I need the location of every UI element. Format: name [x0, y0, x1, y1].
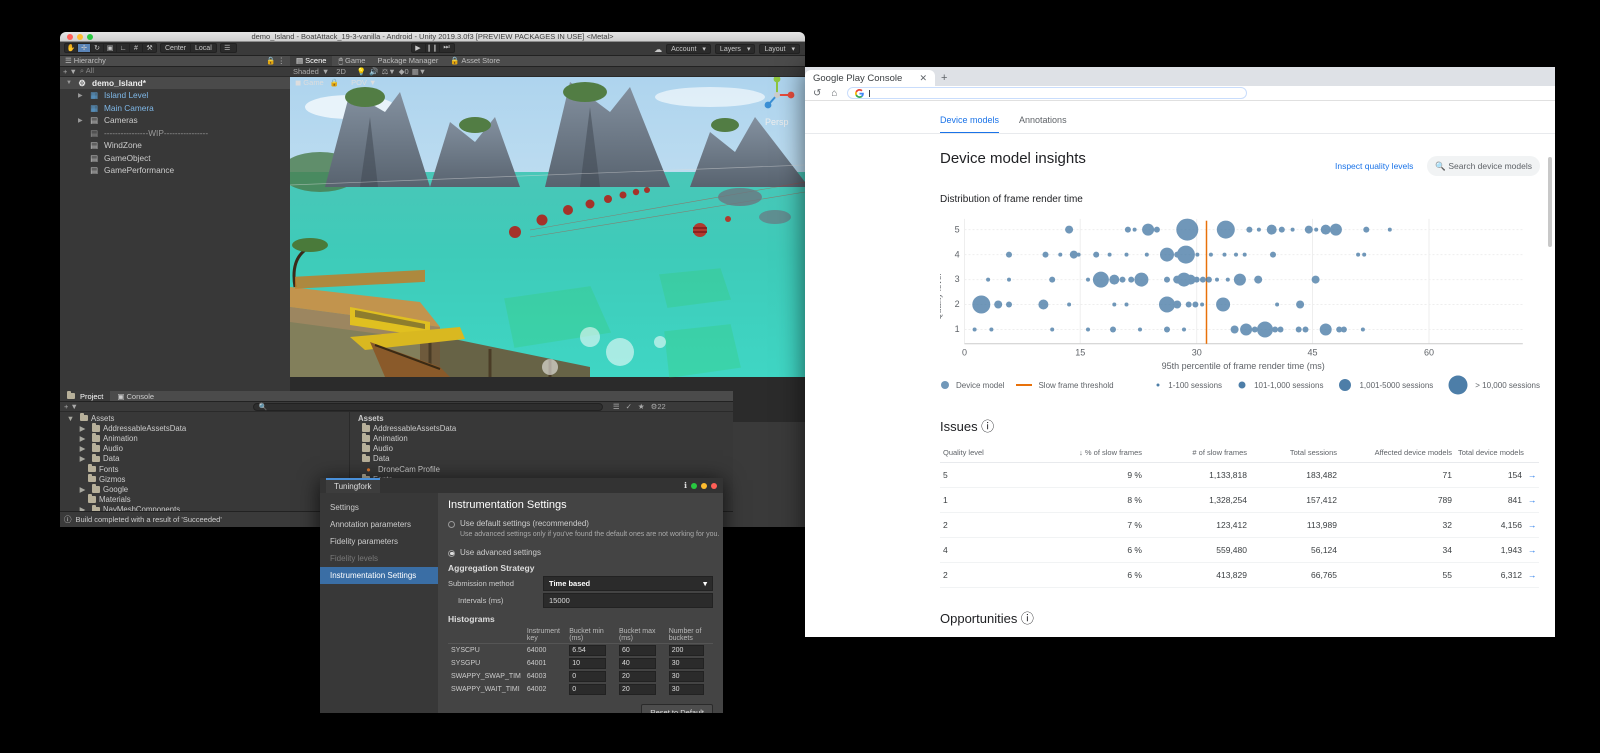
svg-text:45: 45 [1307, 347, 1317, 357]
svg-text:2: 2 [955, 299, 960, 309]
svg-text:3: 3 [955, 274, 960, 284]
svg-text:5: 5 [955, 224, 960, 234]
svg-text:4: 4 [955, 249, 960, 259]
svg-text:95th percentile of frame rende: 95th percentile of frame render time (ms… [1162, 361, 1325, 371]
svg-text:Quality level: Quality level [940, 274, 943, 320]
svg-text:Persp: Persp [765, 117, 789, 127]
svg-text:1: 1 [955, 324, 960, 334]
svg-text:30: 30 [1192, 347, 1202, 357]
svg-text:15: 15 [1075, 347, 1085, 357]
svg-text:60: 60 [1424, 347, 1434, 357]
svg-text:0: 0 [962, 347, 967, 357]
